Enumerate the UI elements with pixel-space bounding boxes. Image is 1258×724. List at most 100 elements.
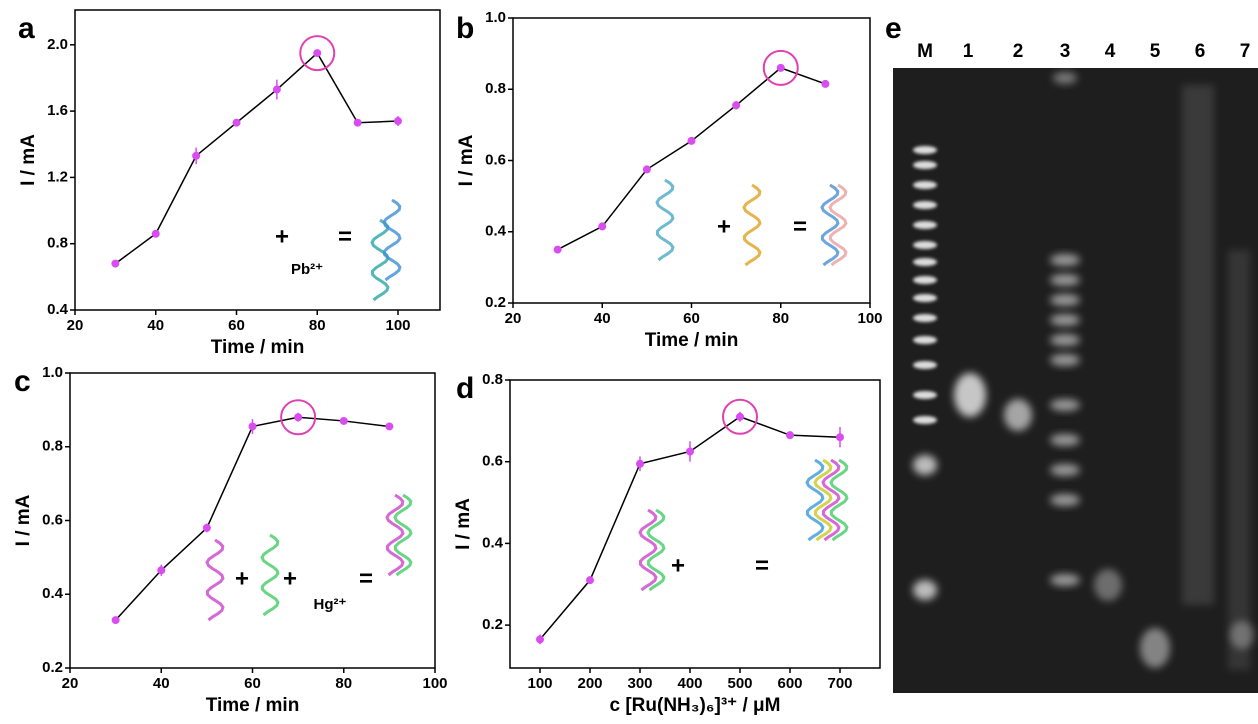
dna-illustration [820, 183, 840, 267]
dna-illustration [813, 458, 833, 542]
data-point [202, 523, 211, 532]
gel-band [913, 161, 937, 169]
panel-label: d [456, 372, 474, 405]
data-point [732, 101, 741, 110]
y-tick-label: 0.8 [42, 438, 63, 455]
x-tick-label: 60 [228, 317, 245, 334]
data-line [114, 51, 399, 265]
data-point [151, 229, 160, 238]
highlight-circle [280, 399, 317, 436]
gel-band [1094, 569, 1122, 601]
data-point [313, 49, 322, 58]
x-tick-label: 100 [385, 317, 410, 334]
y-tick-label: 1.0 [485, 9, 506, 26]
dna-illustration [828, 183, 848, 267]
x-tick-label: 80 [772, 310, 789, 327]
data-point [192, 151, 201, 160]
y-tick-label: 0.8 [485, 80, 506, 97]
data-point [394, 117, 403, 126]
x-tick-label: 40 [594, 310, 611, 327]
y-tick-label: 2.0 [47, 36, 68, 53]
data-point [157, 566, 166, 575]
gel-band [913, 201, 937, 209]
data-point [385, 422, 394, 431]
gel-band [913, 580, 937, 600]
y-tick-label: 0.8 [47, 235, 68, 252]
data-point [821, 79, 830, 88]
dna-illustration [829, 458, 849, 542]
lane-label: 3 [1060, 41, 1071, 62]
data-point [776, 63, 785, 72]
lane-label: 5 [1150, 41, 1161, 62]
inset-annotation: + [671, 552, 685, 579]
inset-annotation: = [338, 223, 352, 250]
x-tick-label: 60 [683, 310, 700, 327]
x-tick-label: 600 [777, 675, 802, 692]
gel-band [1050, 494, 1080, 506]
y-axis-title: I / mA [453, 498, 474, 550]
data-point [111, 616, 120, 625]
inset-annotation: = [359, 565, 373, 592]
gel-band [1230, 621, 1254, 649]
y-tick-label: 0.8 [482, 371, 503, 388]
dna-illustration [382, 198, 402, 282]
gel-band [913, 361, 937, 369]
x-tick-label: 400 [677, 675, 702, 692]
inset-annotation: + [717, 213, 731, 240]
gel-smear [1182, 85, 1214, 605]
x-tick-label: 20 [505, 310, 522, 327]
dna-illustration [385, 493, 405, 577]
panel-label: a [18, 12, 35, 45]
gel-band [1050, 314, 1080, 326]
lane-label: 4 [1105, 41, 1116, 62]
highlight-circle [299, 35, 336, 72]
inset-annotation: + [283, 565, 297, 592]
x-tick-label: 40 [153, 675, 170, 692]
x-tick-label: 20 [62, 675, 79, 692]
x-tick-label: 500 [727, 675, 752, 692]
x-axis-title: Time / min [645, 330, 739, 351]
plot-frame [74, 9, 441, 311]
dna-illustration [260, 533, 280, 617]
dna-illustration [742, 183, 762, 267]
gel-band [1004, 399, 1032, 431]
panel-label: b [456, 12, 474, 45]
y-tick-label: 0.6 [482, 453, 503, 470]
dna-illustration [638, 508, 658, 592]
lane-label: 7 [1240, 41, 1251, 62]
lane-label: M [917, 41, 933, 62]
data-point [339, 416, 348, 425]
dna-illustration [370, 218, 390, 302]
gel-band [1050, 334, 1080, 346]
x-axis-title: Time / min [211, 337, 305, 358]
x-tick-label: 100 [527, 675, 552, 692]
lane-label: 1 [963, 41, 974, 62]
data-point [836, 433, 844, 442]
y-tick-label: 0.4 [482, 534, 504, 551]
gel-band [913, 416, 937, 424]
data-point [686, 447, 694, 456]
highlight-circle [722, 398, 758, 435]
y-tick-label: 0.6 [485, 151, 506, 168]
data-point [232, 118, 241, 127]
gel-band [913, 181, 937, 189]
gel-band [1050, 464, 1080, 476]
y-tick-label: 0.2 [42, 659, 63, 676]
data-point [248, 422, 257, 431]
gel-band [913, 241, 937, 249]
inset-annotation: = [793, 213, 807, 240]
highlight-circle [762, 49, 799, 86]
gel-band [913, 455, 937, 475]
dna-illustration [646, 508, 666, 592]
x-tick-label: 100 [422, 675, 447, 692]
inset-annotation: Pb²⁺ [291, 261, 323, 278]
gel-band [1050, 574, 1080, 586]
y-tick-label: 0.6 [42, 511, 63, 528]
gel-band [954, 373, 986, 417]
gel-band [1050, 294, 1080, 306]
data-point [272, 85, 281, 94]
y-axis-title: I / mA [18, 134, 39, 186]
plot-frame [509, 379, 881, 669]
x-tick-label: 40 [147, 317, 164, 334]
gel-band [1140, 628, 1170, 668]
